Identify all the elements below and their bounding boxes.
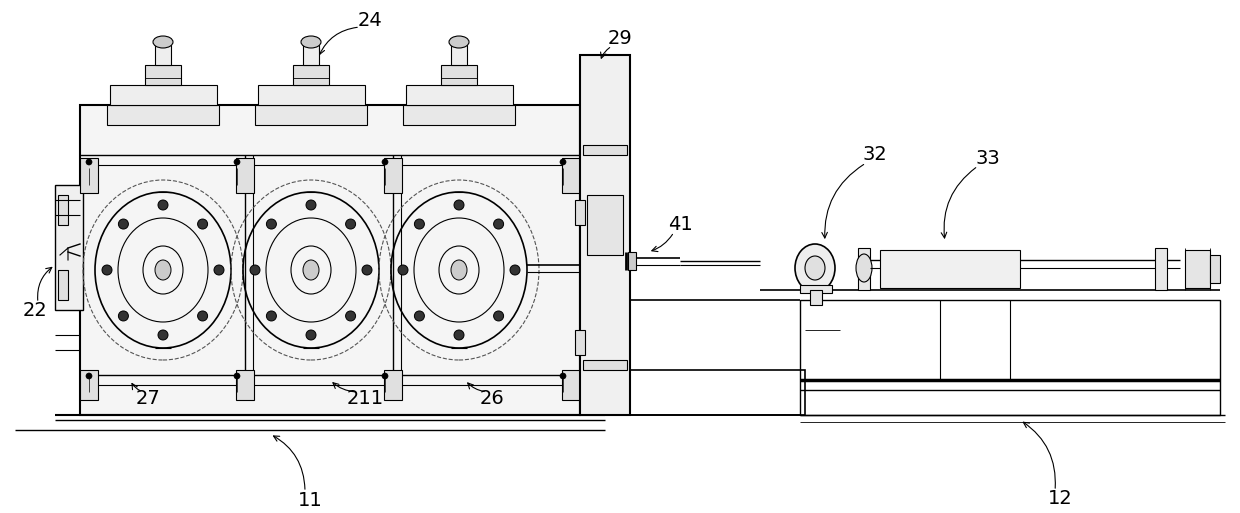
Bar	[858, 248, 870, 290]
Bar	[800, 300, 1220, 415]
Ellipse shape	[155, 260, 171, 280]
Bar	[145, 65, 181, 85]
Bar	[155, 45, 171, 65]
Ellipse shape	[197, 311, 207, 321]
Ellipse shape	[856, 254, 872, 282]
Ellipse shape	[153, 36, 174, 48]
Ellipse shape	[267, 219, 277, 229]
Ellipse shape	[346, 311, 356, 321]
Bar	[451, 45, 467, 65]
Bar	[587, 195, 622, 255]
Ellipse shape	[102, 265, 112, 275]
Bar	[55, 185, 83, 310]
Ellipse shape	[795, 244, 835, 292]
Bar	[810, 290, 822, 305]
Ellipse shape	[118, 311, 129, 321]
Ellipse shape	[414, 219, 424, 229]
Bar	[583, 145, 627, 155]
Bar	[562, 370, 580, 400]
Bar	[1185, 250, 1210, 288]
Bar	[627, 252, 636, 270]
Ellipse shape	[306, 200, 316, 210]
Text: 33: 33	[976, 148, 1001, 168]
Bar	[58, 270, 68, 300]
Bar	[384, 158, 402, 193]
Ellipse shape	[267, 311, 277, 321]
Bar	[384, 370, 402, 400]
Bar	[236, 370, 254, 400]
Text: 41: 41	[667, 215, 692, 234]
Bar	[441, 65, 477, 85]
Bar	[583, 360, 627, 370]
Ellipse shape	[234, 373, 241, 379]
Ellipse shape	[510, 265, 520, 275]
Bar	[293, 65, 329, 85]
Bar	[255, 105, 367, 125]
Bar	[1210, 255, 1220, 283]
Ellipse shape	[494, 311, 503, 321]
Ellipse shape	[306, 330, 316, 340]
Ellipse shape	[362, 265, 372, 275]
Bar	[575, 330, 585, 355]
Bar	[1154, 248, 1167, 290]
Ellipse shape	[560, 373, 565, 379]
Bar	[81, 105, 580, 415]
Text: 29: 29	[608, 29, 632, 48]
Ellipse shape	[157, 330, 167, 340]
Ellipse shape	[451, 260, 467, 280]
Ellipse shape	[118, 219, 129, 229]
Bar	[580, 55, 630, 415]
Text: 11: 11	[298, 490, 322, 509]
Ellipse shape	[86, 159, 92, 165]
Bar	[800, 285, 832, 293]
Text: 27: 27	[135, 388, 160, 407]
Ellipse shape	[454, 330, 464, 340]
Bar	[81, 158, 98, 193]
Bar	[58, 195, 68, 225]
Ellipse shape	[234, 159, 241, 165]
Ellipse shape	[301, 36, 321, 48]
Text: 22: 22	[22, 301, 47, 320]
Ellipse shape	[382, 373, 388, 379]
Ellipse shape	[449, 36, 469, 48]
Bar	[575, 200, 585, 225]
Ellipse shape	[346, 219, 356, 229]
Ellipse shape	[560, 159, 565, 165]
Bar	[405, 85, 513, 105]
Ellipse shape	[86, 373, 92, 379]
Bar	[258, 85, 365, 105]
Text: 211: 211	[346, 388, 383, 407]
Bar	[81, 370, 98, 400]
Ellipse shape	[197, 219, 207, 229]
Ellipse shape	[382, 159, 388, 165]
Ellipse shape	[494, 219, 503, 229]
Text: 26: 26	[480, 388, 505, 407]
Text: 12: 12	[1048, 488, 1073, 507]
Bar	[562, 158, 580, 193]
Bar	[236, 158, 254, 193]
Ellipse shape	[398, 265, 408, 275]
Ellipse shape	[303, 260, 319, 280]
Text: 24: 24	[357, 10, 382, 30]
Bar	[303, 45, 319, 65]
Bar	[107, 105, 219, 125]
Ellipse shape	[805, 256, 825, 280]
Bar	[110, 85, 217, 105]
Ellipse shape	[414, 311, 424, 321]
Ellipse shape	[250, 265, 260, 275]
Ellipse shape	[157, 200, 167, 210]
Ellipse shape	[215, 265, 224, 275]
Bar	[880, 250, 1021, 288]
Bar	[403, 105, 515, 125]
Bar	[630, 370, 805, 415]
Text: 32: 32	[863, 146, 888, 165]
Ellipse shape	[454, 200, 464, 210]
